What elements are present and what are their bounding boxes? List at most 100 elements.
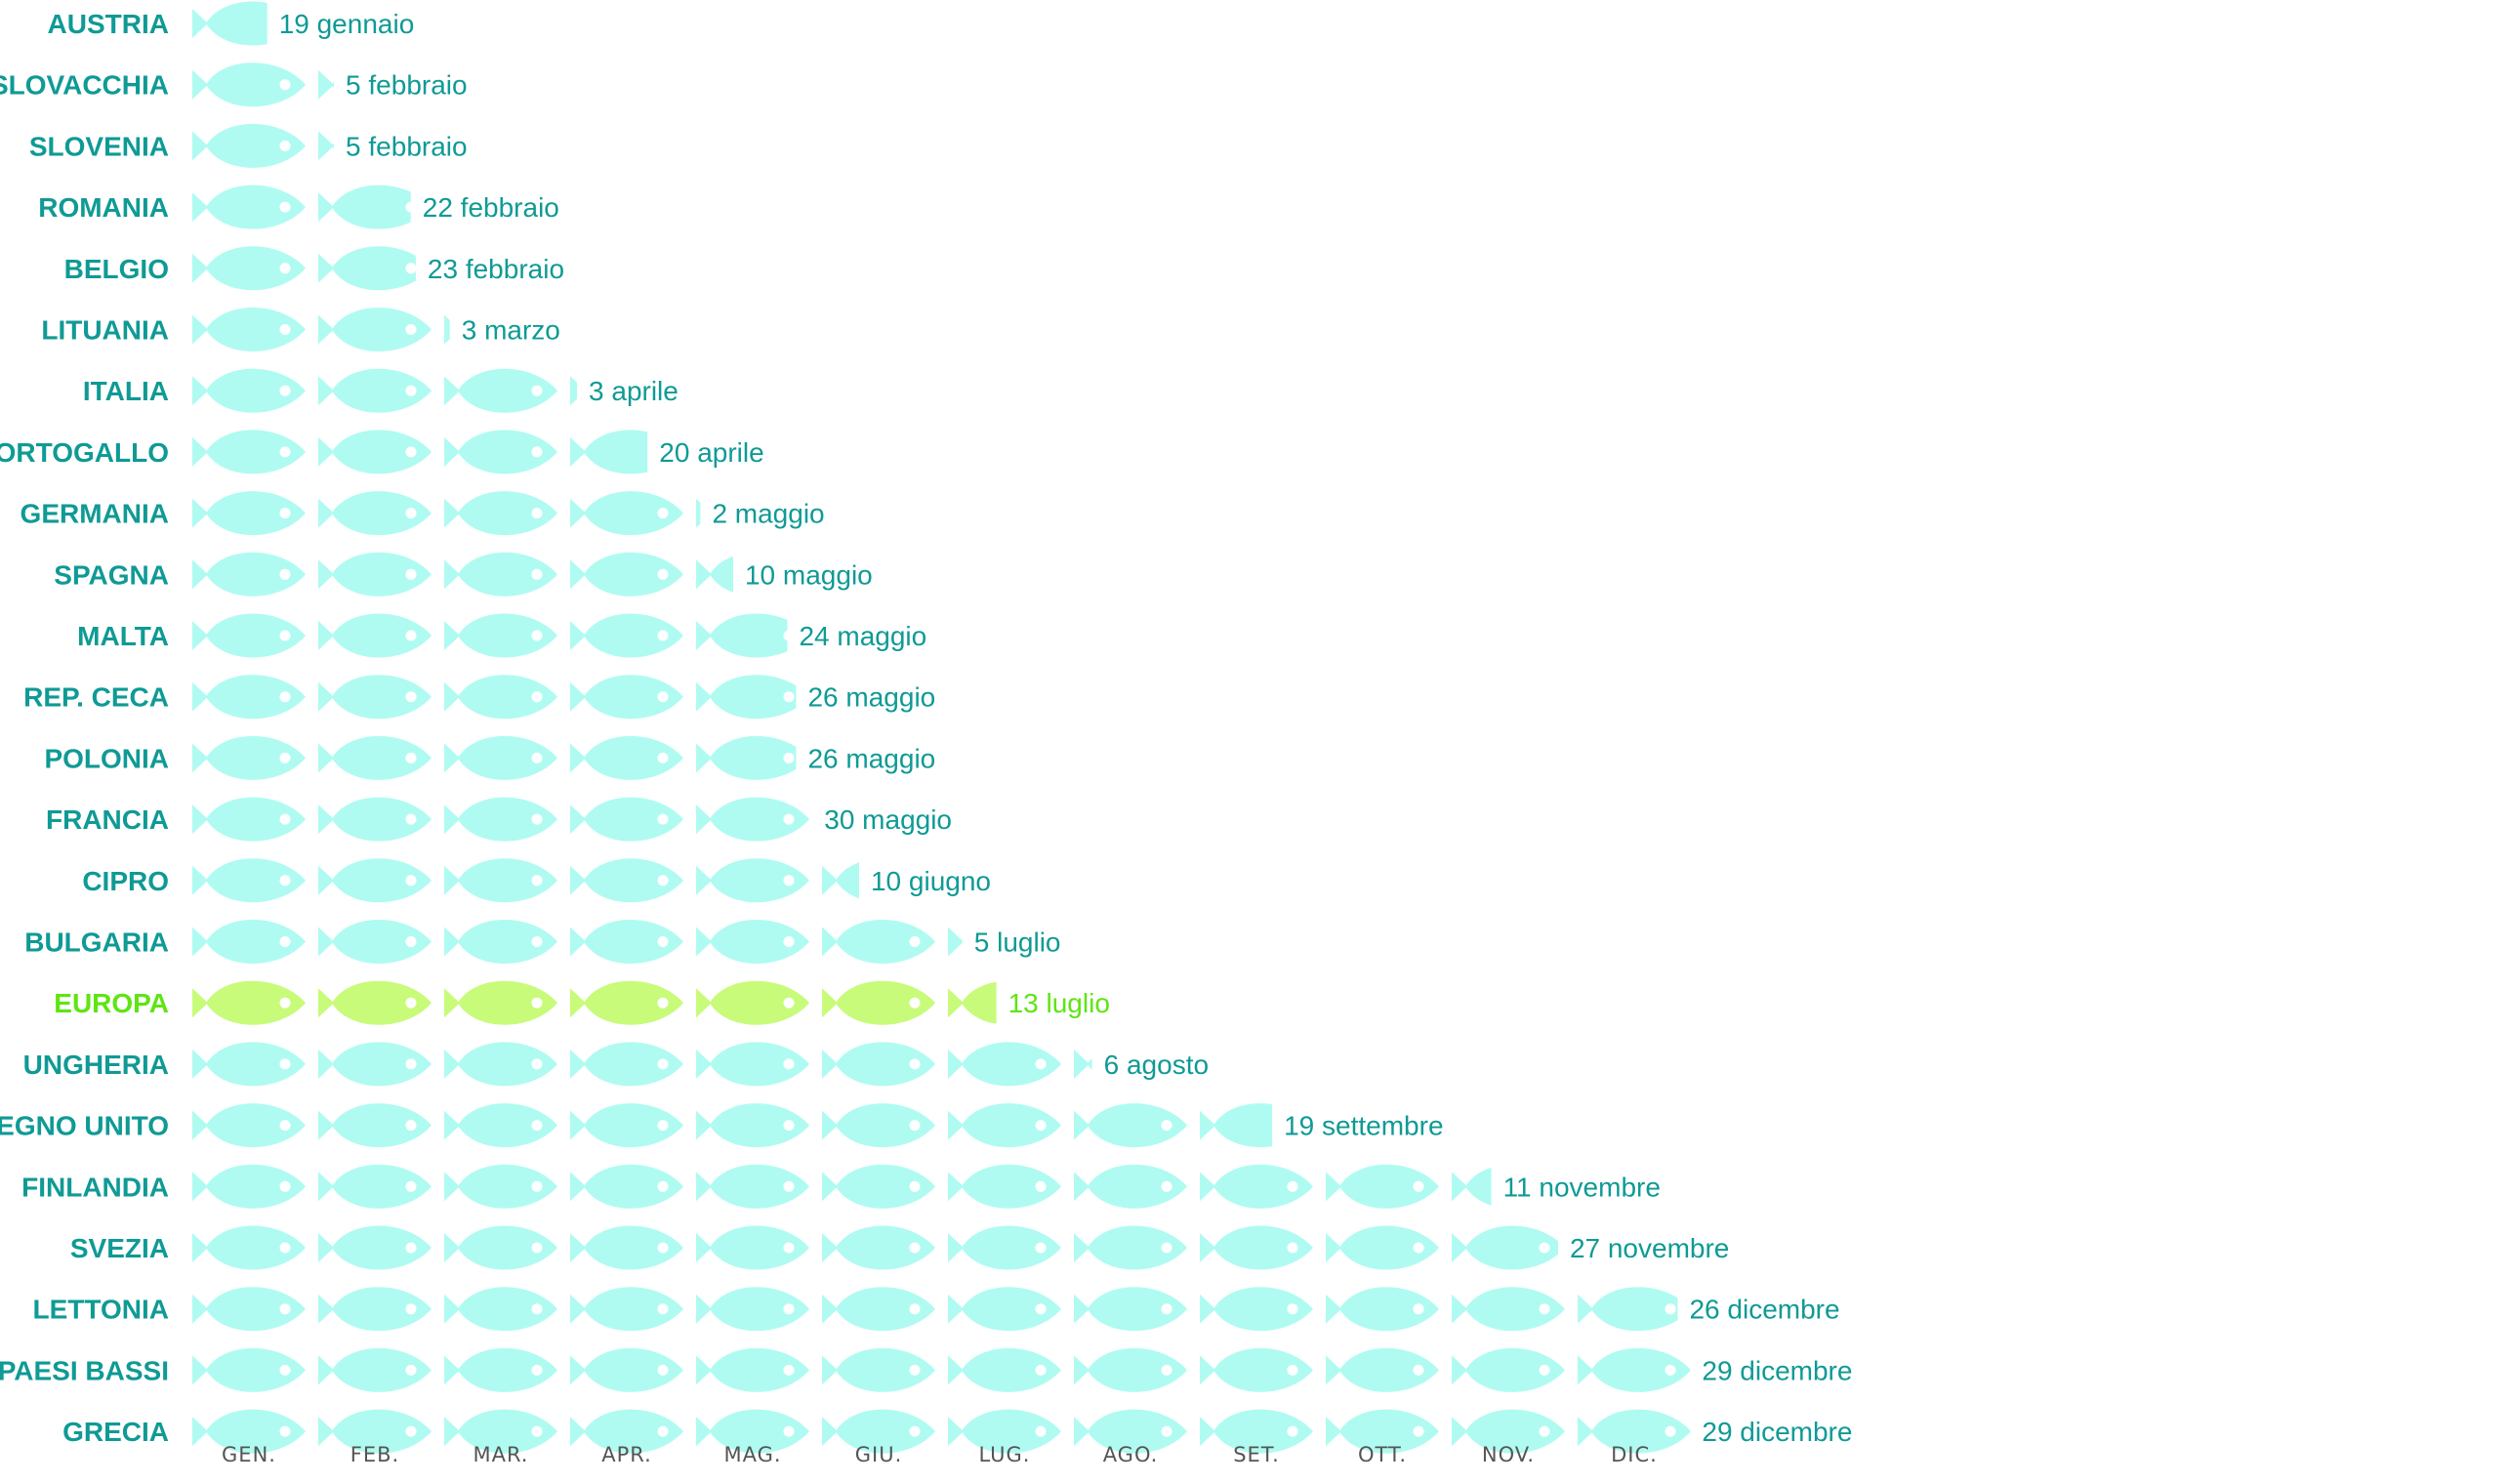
fish-mark <box>822 980 935 1025</box>
country-label: FINLANDIA <box>21 1172 169 1202</box>
fish-eye <box>279 813 291 825</box>
fish-mark <box>822 1287 935 1332</box>
fish-mark <box>570 675 683 720</box>
fish-eye <box>1413 1180 1424 1192</box>
fish-eye <box>405 263 416 274</box>
fish-eye <box>1665 1303 1676 1315</box>
fish-mark <box>318 552 432 597</box>
month-label: LUG. <box>979 1443 1031 1466</box>
fish-mark <box>318 1103 432 1148</box>
fish-mark <box>444 1409 557 1454</box>
fish-mark <box>948 1103 1061 1148</box>
month-label: AGO. <box>1103 1443 1159 1466</box>
fish-mark <box>444 1103 557 1148</box>
fish-mark <box>192 491 306 536</box>
fish-mark <box>570 858 683 903</box>
fish-mark <box>1074 1287 1187 1332</box>
date-label: 11 novembre <box>1503 1172 1661 1202</box>
fish-eye <box>531 1303 543 1315</box>
fish-mark <box>570 430 648 474</box>
fish-eye <box>531 691 543 703</box>
fish-mark <box>822 1347 935 1392</box>
fish-eye <box>909 1242 921 1254</box>
fish-mark <box>570 491 683 536</box>
fish-eye <box>405 875 417 886</box>
fish-eye <box>1539 1364 1550 1376</box>
fish-eye <box>657 691 669 703</box>
date-label: 5 febbraio <box>346 70 468 101</box>
fish-mark <box>1326 1287 1439 1332</box>
fish-bar-europa <box>192 980 997 1025</box>
fish-mark <box>696 980 809 1025</box>
fish-mark <box>1452 1287 1565 1332</box>
date-label: 26 dicembre <box>1689 1295 1839 1325</box>
fish-mark <box>192 430 306 474</box>
fish-mark <box>318 675 432 720</box>
fish-mark <box>192 980 306 1025</box>
month-label: NOV. <box>1482 1443 1535 1466</box>
fish-eye <box>1161 1303 1172 1315</box>
fish-mark <box>318 1409 432 1454</box>
fish-bar-francia <box>192 797 809 842</box>
month-label: GEN. <box>222 1443 276 1466</box>
fish-eye <box>1287 1180 1298 1192</box>
fish-eye <box>531 446 543 458</box>
fish-mark <box>192 858 306 903</box>
fish-mark <box>192 552 306 597</box>
date-label: 3 aprile <box>589 376 679 406</box>
fish-eye <box>1161 1242 1172 1254</box>
fish-bar-portogallo <box>192 430 648 474</box>
fish-eye <box>1413 1364 1424 1376</box>
fish-eye <box>531 1242 543 1254</box>
fish-mark <box>570 980 683 1025</box>
date-label: 19 gennaio <box>279 9 415 39</box>
fish-eye <box>279 1120 291 1132</box>
fish-mark <box>444 1225 557 1270</box>
month-label: MAG. <box>723 1443 781 1466</box>
fish-eye <box>1161 1120 1172 1132</box>
fish-eye <box>279 752 291 763</box>
fish-eye <box>405 813 417 825</box>
fish-mark <box>570 1287 683 1332</box>
fish-eye <box>909 997 921 1009</box>
fish-mark <box>948 1164 1061 1209</box>
fish-eye <box>531 1364 543 1376</box>
fish-mark <box>1200 1409 1313 1454</box>
fish-eye <box>783 1058 795 1070</box>
fish-eye <box>657 1425 669 1437</box>
fish-eye <box>405 691 417 703</box>
fish-mark <box>948 981 997 1024</box>
fish-mark <box>696 1409 809 1454</box>
fish-eye <box>1287 1242 1298 1254</box>
country-label: SLOVENIA <box>29 131 169 161</box>
fish-mark <box>1200 1103 1273 1148</box>
country-label: BULGARIA <box>24 928 169 958</box>
month-label: SET. <box>1233 1443 1280 1466</box>
fish-mark <box>318 1042 432 1087</box>
date-label: 26 maggio <box>807 743 935 773</box>
fish-mark <box>444 1164 557 1209</box>
fish-eye <box>1665 1425 1676 1437</box>
month-label: FEB. <box>350 1443 399 1466</box>
fish-mark <box>570 920 683 964</box>
fish-mark <box>570 1164 683 1209</box>
fish-mark <box>822 1225 935 1270</box>
fish-eye <box>1035 1364 1047 1376</box>
fish-eye <box>909 1425 921 1437</box>
fish-eye <box>1287 1364 1298 1376</box>
fish-eye <box>531 630 543 641</box>
date-label: 19 settembre <box>1284 1111 1443 1141</box>
fish-eye <box>783 1242 795 1254</box>
fish-mark <box>444 920 557 964</box>
country-label: LITUANIA <box>41 315 169 346</box>
country-label: PAESI BASSI <box>0 1355 169 1385</box>
fish-bar-lettonia <box>192 1287 1678 1332</box>
fish-eye <box>657 1180 669 1192</box>
fish-eye <box>405 1180 417 1192</box>
fish-eye <box>279 936 291 947</box>
fish-eye <box>783 875 795 886</box>
country-label: SPAGNA <box>54 559 169 590</box>
fish-mark <box>1452 1168 1492 1206</box>
fish-eye <box>279 140 291 151</box>
fish-bar-malta <box>192 613 788 658</box>
